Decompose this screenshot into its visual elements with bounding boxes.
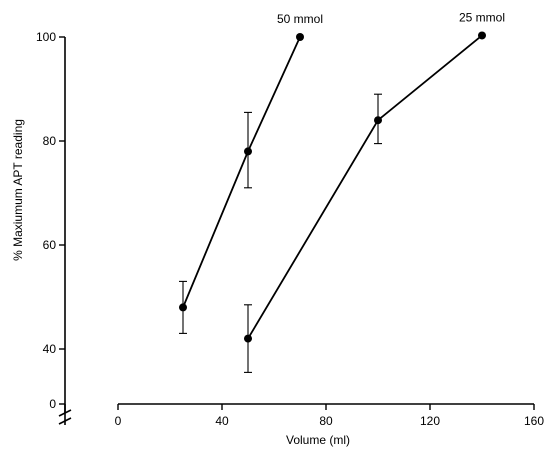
y-axis-title: % Maxiumum APT reading [11,119,25,261]
x-tick-label: 120 [420,414,440,428]
x-tick-label: 160 [524,414,544,428]
series-1: 25 mmol [244,10,505,373]
y-tick-label: 60 [43,238,57,252]
data-point [374,116,382,125]
series-0: 50 mmol [179,12,323,334]
y-tick-label: 80 [43,134,57,148]
y-tick-label-zero: 0 [49,397,56,411]
data-point [244,334,252,343]
x-tick-label: 0 [115,414,122,428]
series-line [247,34,483,340]
x-tick-label: 80 [319,414,333,428]
data-point [478,31,486,40]
axes: 40 60 80 100 0 0 40 80 120 160 [36,30,544,428]
y-tick-label: 40 [43,342,57,356]
y-axis-break-mark [58,417,72,425]
y-axis-break-mark [58,409,72,417]
series-layer: 50 mmol 25 mmol [179,10,505,373]
data-point [244,147,252,156]
x-tick-label: 40 [215,414,229,428]
series-label: 25 mmol [459,10,505,24]
data-point [179,303,187,312]
y-tick-label: 100 [36,30,56,44]
data-point [296,33,304,41]
series-line [182,36,301,308]
x-axis-title: Volume (ml) [286,433,350,447]
series-label: 50 mmol [277,12,323,26]
